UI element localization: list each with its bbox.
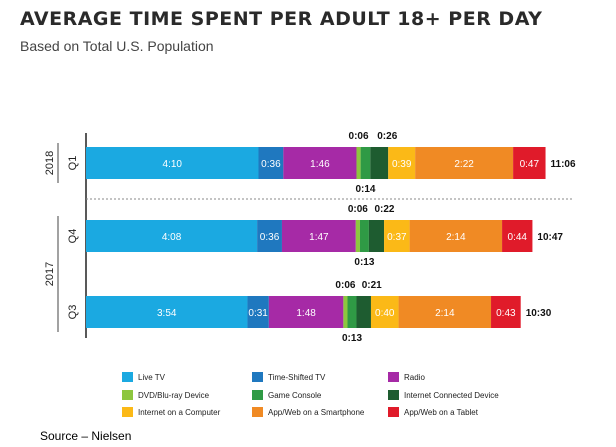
bar-segment: [86, 147, 259, 179]
bar-segment: [258, 147, 284, 179]
data-label: 2:22: [454, 159, 474, 170]
bar-segment: [281, 220, 356, 252]
quarter-label: Q4: [67, 229, 79, 244]
quarter-label: Q1: [67, 156, 79, 171]
bar-segment: [356, 296, 371, 328]
bar-segment: [283, 147, 357, 179]
data-label: 2:14: [446, 232, 466, 243]
data-label: 0:14: [355, 184, 375, 195]
stacked-bar-chart: 2018 2017 Q1 4:10 0:36 1:46 0:06 0:14 0:26 0:39 2:…: [44, 131, 576, 417]
bar-segment: [268, 296, 344, 328]
data-label: 0:36: [261, 159, 281, 170]
legend-swatch: [122, 390, 133, 400]
data-label: 0:13: [354, 257, 374, 268]
legend-label: App/Web on a Tablet: [404, 408, 479, 417]
data-label: 0:40: [375, 308, 395, 319]
total-label: 10:30: [526, 308, 552, 319]
data-label: 0:26: [377, 131, 397, 142]
data-label: 1:47: [309, 232, 329, 243]
total-label: 11:06: [551, 159, 576, 170]
bar-segment: [368, 220, 385, 252]
data-label: 0:44: [508, 232, 528, 243]
data-label: 4:10: [163, 159, 183, 170]
data-label: 0:06: [335, 280, 355, 291]
bar-segment: [86, 296, 248, 328]
bar-segment: [388, 147, 416, 179]
legend-label: DVD/Blu-ray Device: [138, 391, 210, 400]
bar-segment: [359, 220, 369, 252]
data-label: 3:54: [157, 308, 177, 319]
data-label: 0:31: [248, 308, 268, 319]
total-label: 10:47: [537, 232, 563, 243]
bar-segment: [257, 220, 282, 252]
legend-label: Time-Shifted TV: [268, 373, 326, 382]
legend-label: Internet Connected Device: [404, 391, 499, 400]
legend-swatch: [388, 372, 399, 382]
data-label: 0:47: [520, 159, 540, 170]
bar-segment: [384, 220, 410, 252]
chart-subtitle: Based on Total U.S. Population: [20, 38, 214, 54]
legend-swatch: [252, 372, 263, 382]
bar-segment: [409, 220, 503, 252]
legend-swatch: [122, 372, 133, 382]
legend-swatch: [252, 390, 263, 400]
bar-segment: [355, 220, 360, 252]
bar-segment: [398, 296, 492, 328]
bar-segment: [370, 296, 399, 328]
data-label: 2:14: [435, 308, 455, 319]
bar-segment: [513, 147, 546, 179]
legend-label: Internet on a Computer: [138, 408, 221, 417]
legend-label: Game Console: [268, 391, 322, 400]
year-label: 2018: [44, 151, 56, 175]
data-label: 0:36: [260, 232, 280, 243]
legend-swatch: [122, 407, 133, 417]
quarter-label: Q3: [67, 305, 79, 320]
data-label: 0:22: [374, 204, 394, 215]
bar-segment: [491, 296, 521, 328]
bar-segment: [370, 147, 389, 179]
bar-segment: [356, 147, 361, 179]
bar-segment: [343, 296, 348, 328]
data-label: 0:39: [392, 159, 412, 170]
data-label: 1:48: [296, 308, 316, 319]
data-label: 0:43: [496, 308, 516, 319]
data-label: 4:08: [162, 232, 182, 243]
legend-swatch: [252, 407, 263, 417]
legend-label: Live TV: [138, 373, 166, 382]
bar-segment: [86, 220, 258, 252]
data-label: 0:06: [349, 131, 369, 142]
legend-label: Radio: [404, 373, 425, 382]
legend-label: App/Web on a Smartphone: [268, 408, 365, 417]
data-label: 0:13: [342, 333, 362, 344]
bar-segment: [360, 147, 371, 179]
source-note: Source – Nielsen: [40, 429, 132, 443]
year-label: 2017: [44, 262, 56, 286]
bar-segment: [347, 296, 357, 328]
bar-segment: [502, 220, 533, 252]
chart-title: AVERAGE TIME SPENT PER ADULT 18+ PER DAY: [20, 8, 543, 30]
legend-swatch: [388, 407, 399, 417]
legend-swatch: [388, 390, 399, 400]
bar-segment: [415, 147, 514, 179]
data-label: 0:21: [362, 280, 382, 291]
bar-segment: [247, 296, 269, 328]
data-label: 0:06: [348, 204, 368, 215]
data-label: 1:46: [310, 159, 330, 170]
data-label: 0:37: [387, 232, 407, 243]
